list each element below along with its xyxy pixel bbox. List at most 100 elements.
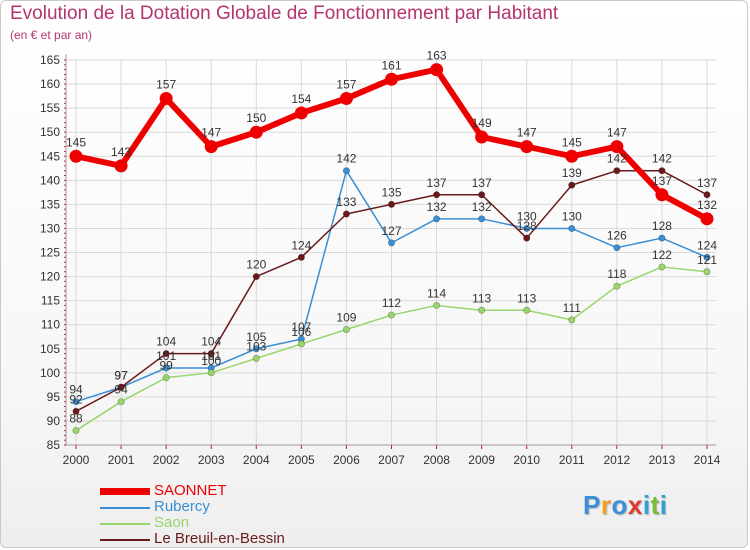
data-label: 104 [201,335,221,349]
legend-label: Rubercy [154,498,210,515]
y-tick-label: 135 [40,197,60,211]
x-tick-label: 2014 [694,453,721,467]
y-tick-label: 130 [40,221,60,235]
data-point [162,374,170,382]
data-point [523,234,531,242]
x-tick-label: 2003 [198,453,225,467]
series-saon [72,263,711,435]
data-point [387,200,395,208]
data-point [294,106,308,120]
data-label: 121 [697,253,717,267]
series [69,63,714,435]
logo-letter: r [600,490,612,520]
x-tick-label: 2002 [153,453,180,467]
y-tick-label: 110 [41,318,60,332]
data-point [613,167,621,175]
data-point [523,306,531,314]
data-label: 112 [382,296,401,310]
data-label: 103 [246,339,266,353]
data-label: 137 [697,176,717,190]
data-label: 128 [517,219,537,233]
data-point [339,92,353,105]
data-point [568,316,576,324]
data-point [297,253,305,261]
data-point [703,268,711,276]
y-tick-label: 90 [47,414,61,428]
data-label: 161 [381,58,401,72]
data-point [478,215,486,223]
data-label: 128 [652,219,672,233]
data-label: 127 [381,224,401,238]
data-point [252,273,260,281]
x-tick-label: 2010 [513,453,540,467]
y-tick-label: 145 [40,149,60,163]
data-point [114,159,128,173]
data-point [72,427,80,435]
data-label: 139 [562,166,582,180]
data-label: 137 [427,176,447,190]
data-point [342,167,350,175]
data-label: 132 [427,200,447,214]
x-tick-label: 2008 [423,453,450,467]
data-label: 137 [472,176,492,190]
y-tick-label: 165 [40,53,60,67]
data-label: 120 [246,258,266,272]
data-point [658,234,666,242]
data-label: 113 [517,291,536,305]
data-point [655,188,669,202]
data-point [700,212,714,226]
data-point [342,210,350,218]
y-tick-label: 160 [40,77,60,91]
y-tick-label: 150 [40,125,60,139]
data-point [159,92,173,105]
data-point [162,350,170,358]
data-point [568,224,576,232]
data-point [342,325,350,333]
data-label: 147 [607,126,627,140]
data-label: 154 [291,92,311,106]
data-point [204,140,218,154]
y-tick-label: 95 [47,390,61,404]
logo-letter: x [627,490,643,520]
y-tick-label: 155 [40,101,60,115]
data-label: 109 [336,311,356,325]
data-point [385,72,398,86]
x-tick-label: 2006 [333,453,360,467]
data-label: 118 [607,267,626,281]
data-label: 104 [156,335,176,349]
data-point [658,167,666,175]
series-le-breuil-en-bessin [72,167,711,415]
x-tick-label: 2012 [604,453,631,467]
data-label: 111 [563,301,582,315]
grid-lines [66,59,716,446]
chart-subtitle: (en € et par an) [10,28,93,42]
data-point [249,125,263,139]
data-label: 157 [336,78,356,92]
data-label: 135 [381,185,401,199]
data-label: 149 [472,116,492,130]
y-tick-label: 140 [40,173,60,187]
data-label: 100 [201,354,221,368]
data-label: 99 [159,359,173,373]
y-tick-label: 100 [40,366,60,380]
x-tick-label: 2007 [378,453,405,467]
legend-swatch [100,507,150,509]
legend-swatch [100,488,150,495]
x-tick-label: 2000 [63,453,90,467]
data-label: 163 [427,49,447,63]
data-label: 147 [517,126,537,140]
proxiti-logo: Proxiti [583,490,667,521]
data-label: 107 [291,320,311,334]
logo-letter: i [642,490,651,520]
data-label: 124 [697,238,717,252]
data-point [430,63,444,77]
legend-label: Le Breuil-en-Bessin [154,530,285,547]
data-label: 142 [607,152,627,166]
data-label: 94 [69,383,83,397]
data-point [387,311,395,319]
data-label: 150 [246,111,266,125]
data-point [117,383,125,391]
data-label: 142 [336,152,356,166]
data-point [297,340,305,348]
